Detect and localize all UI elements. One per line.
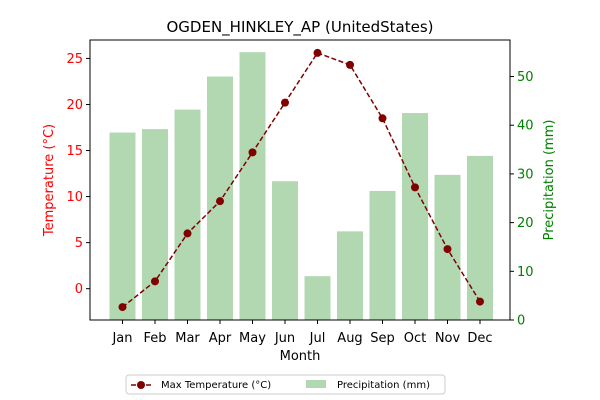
- precip-bar-jul: [304, 276, 331, 320]
- temperature-point-feb: [151, 277, 159, 286]
- precip-bar-dec: [467, 155, 493, 320]
- precipitation-tick-label: 0: [517, 314, 525, 329]
- precip-bar-jan: [109, 132, 136, 320]
- temperature-tick-label: 25: [66, 52, 83, 67]
- x-tick-label: Mar: [175, 331, 200, 346]
- temperature-point-jan: [118, 303, 127, 312]
- precipitation-axis: 0 10 20 30 40 50: [510, 70, 534, 329]
- temperature-series-line: [122, 51, 481, 308]
- legend-bar-swatch: [306, 380, 326, 388]
- temperature-point-aug: [346, 60, 354, 69]
- precip-bar-aug: [337, 231, 363, 320]
- x-tick-label: Dec: [467, 331, 492, 346]
- x-tick-label: May: [239, 331, 266, 346]
- precip-bar-feb: [142, 129, 168, 320]
- temperature-point-nov: [443, 245, 452, 254]
- precipitation-tick-label: 30: [517, 167, 534, 182]
- legend-marker-swatch: [137, 381, 145, 389]
- temperature-axis: 0 5 10 15 20 25: [66, 52, 90, 297]
- temperature-point-oct: [411, 183, 419, 192]
- temperature-point-jun: [281, 98, 289, 107]
- temperature-axis-title: Temperature (°C): [42, 124, 57, 237]
- x-axis: Jan Feb Mar Apr May Jun Jul Aug Sep Oct Nov Dec: [111, 320, 493, 346]
- legend: Max Temperature (°C) Precipitation (mm): [125, 374, 446, 395]
- x-tick-label: Apr: [209, 331, 232, 346]
- temperature-tick-label: 0: [75, 282, 83, 297]
- temperature-point-sep: [378, 114, 387, 123]
- temperature-tick-label: 5: [75, 236, 83, 251]
- temperature-point-dec: [476, 297, 484, 306]
- legend-label-precipitation: Precipitation (mm): [337, 380, 430, 391]
- legend-box: [125, 374, 446, 395]
- chart-title: OGDEN_HINKLEY_AP (UnitedStates): [166, 18, 433, 37]
- temperature-point-jul: [313, 48, 322, 57]
- precipitation-axis-title: Precipitation (mm): [542, 120, 557, 241]
- x-tick-label: Sep: [370, 331, 395, 346]
- plot-frame: [89, 39, 511, 321]
- x-axis-title: Month: [280, 349, 321, 364]
- temperature-tick-label: 10: [66, 190, 83, 205]
- precip-bar-may: [239, 52, 266, 320]
- precip-bar-mar: [174, 109, 201, 320]
- precipitation-tick-label: 10: [517, 265, 534, 280]
- temperature-point-mar: [183, 229, 192, 238]
- temperature-tick-label: 15: [66, 144, 83, 159]
- x-tick-label: Nov: [435, 331, 461, 346]
- x-tick-label: Oct: [404, 331, 426, 346]
- precipitation-bars: [109, 52, 493, 321]
- x-tick-label: Feb: [143, 331, 166, 346]
- precip-bar-oct: [402, 113, 428, 320]
- x-tick-label: Aug: [337, 331, 362, 346]
- temperature-line: [118, 48, 484, 312]
- precipitation-tick-label: 20: [517, 216, 534, 231]
- temperature-tick-label: 20: [66, 98, 83, 113]
- legend-label-temperature: Max Temperature (°C): [161, 380, 271, 391]
- temperature-point-apr: [216, 197, 224, 206]
- precipitation-tick-label: 40: [517, 119, 534, 134]
- x-tick-label: Jun: [274, 331, 295, 346]
- precipitation-tick-label: 50: [517, 70, 534, 85]
- precip-bar-sep: [369, 190, 396, 320]
- x-tick-label: Jan: [111, 331, 132, 346]
- precip-bar-jun: [272, 181, 298, 320]
- temperature-point-may: [248, 148, 257, 157]
- x-tick-label: Jul: [309, 331, 326, 346]
